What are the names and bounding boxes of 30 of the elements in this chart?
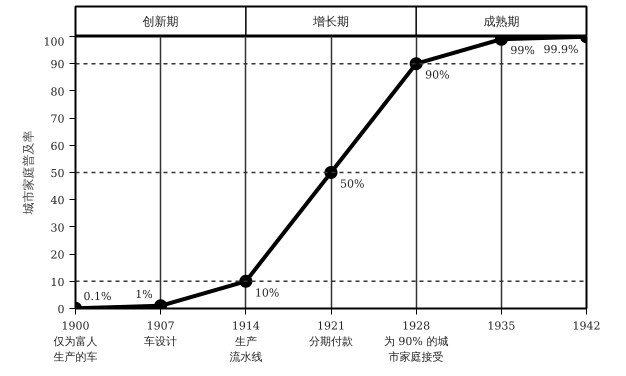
y-tick-label: 70 <box>50 112 65 126</box>
y-axis-title: 城市家庭普及率 <box>22 130 36 216</box>
y-tick-label: 30 <box>50 221 65 234</box>
y-tick-label: 50 <box>50 167 65 180</box>
y-tick-label: 0 <box>58 303 64 316</box>
point <box>324 166 338 179</box>
text: 增长期 <box>312 14 349 28</box>
y-tick-label: 10 <box>50 276 65 289</box>
text: 创新期 <box>142 14 179 28</box>
x-tick-label: 1914 生产流水线 <box>229 320 262 364</box>
x-tick-label: 1942 <box>572 320 601 332</box>
x-tick-label: 1907 车设计 <box>144 320 178 348</box>
y-tick-label: 60 <box>50 140 65 153</box>
data-label: 10% <box>254 286 280 300</box>
data-label: 90% <box>425 68 450 82</box>
x-tick-label: 1935 <box>487 320 516 332</box>
data-label: 99.9% <box>544 42 579 56</box>
y-tick-label: 80 <box>50 85 65 98</box>
x-tick-label: 1928 为 90% 的城市家庭接受 <box>384 320 448 364</box>
data-label: 0.1% <box>84 290 112 304</box>
x-tick-label: 1921 分期付款 <box>309 320 353 348</box>
y-tick-label: 90 <box>50 58 65 72</box>
y-tick-label: 20 <box>50 248 65 262</box>
data-label: 1% <box>135 288 153 301</box>
y-tick-label: 40 <box>50 194 65 208</box>
x-tick-label: 1900 仅为富人生产的车 <box>54 320 98 364</box>
text: 成熟期 <box>483 14 520 28</box>
data-label: 99% <box>510 44 535 58</box>
y-tick-label: 100 <box>44 36 65 48</box>
data-label: 50% <box>340 178 364 190</box>
